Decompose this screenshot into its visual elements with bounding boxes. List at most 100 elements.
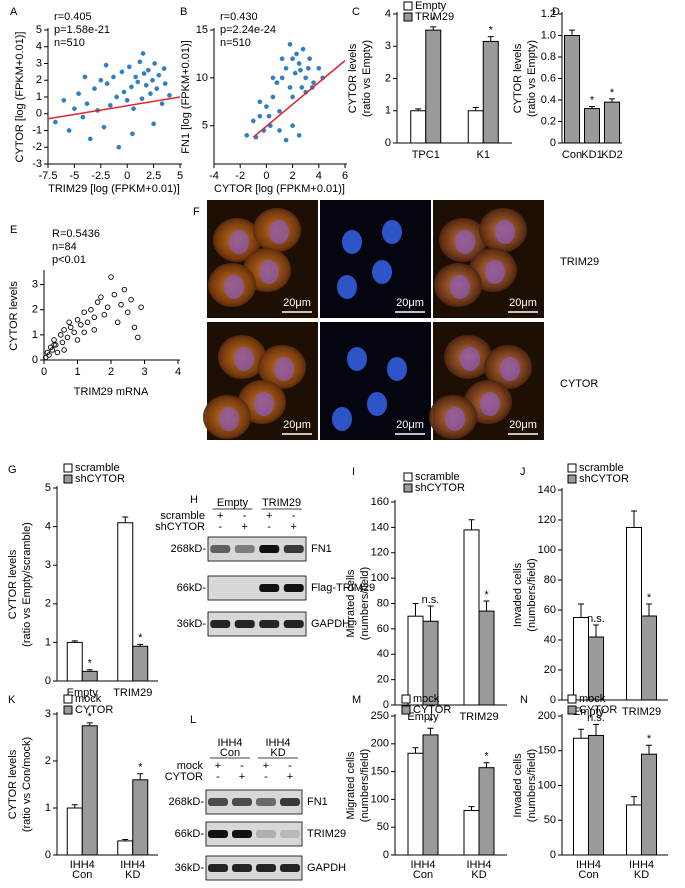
point <box>54 349 61 356</box>
x-tick-label: Empty <box>67 687 99 699</box>
point <box>131 106 136 112</box>
condition-sign: + <box>291 521 297 533</box>
point <box>121 286 128 293</box>
x-tick-label: IHH4 <box>70 859 95 871</box>
condition-label: mock <box>177 760 204 772</box>
legend-label: scramble <box>579 462 624 474</box>
bar <box>478 610 495 706</box>
y-tick-label: 0 <box>45 675 51 687</box>
legend-label: mock <box>579 693 606 705</box>
annotation: R=0.5436 <box>52 228 100 240</box>
significance: * <box>428 716 433 728</box>
bar <box>604 101 620 144</box>
point <box>290 123 295 129</box>
bar <box>463 529 480 706</box>
bar <box>626 527 642 701</box>
y-axis-label: (numbers/field) <box>526 558 538 631</box>
point <box>148 91 153 97</box>
point <box>124 309 131 315</box>
y-axis-label: CYTOR [log (FPKM+0.01)] <box>14 32 26 163</box>
y-tick-label: 100 <box>538 779 556 791</box>
point <box>104 304 111 310</box>
significance: n.s. <box>587 613 605 625</box>
blot-band <box>259 584 280 592</box>
annotation: p=2.24e-24 <box>220 24 276 36</box>
legend-swatch <box>63 463 73 473</box>
legend-swatch <box>401 694 411 704</box>
nucleus <box>455 230 475 254</box>
nucleus <box>332 407 352 431</box>
point <box>300 46 306 52</box>
x-tick-label: TRIM29 <box>459 711 498 723</box>
point <box>98 77 104 83</box>
row-label: CYTOR <box>560 378 598 390</box>
y-tick-label: 40 <box>544 634 556 646</box>
y-tick-label: 4 <box>36 41 42 53</box>
y-tick-label: 0.4 <box>541 94 556 106</box>
significance: * <box>138 632 143 644</box>
point <box>94 299 101 305</box>
point <box>135 79 141 85</box>
x-tick-label: IHH4 <box>576 859 601 871</box>
point <box>270 75 276 81</box>
panel-letter: H <box>190 494 198 506</box>
point <box>61 327 67 333</box>
point <box>71 329 77 336</box>
condition-sign: + <box>239 771 245 783</box>
band-name: GAPDH <box>307 862 346 874</box>
blot-band <box>234 620 255 628</box>
y-tick-label: 15 <box>196 24 208 36</box>
y-tick-label: 2 <box>385 72 391 84</box>
legend-label: CYTOR <box>75 704 113 716</box>
nucleus <box>445 407 465 431</box>
point <box>128 296 134 303</box>
row-label: TRIM29 <box>560 256 599 268</box>
y-axis-label: CYTOR levels <box>347 43 359 113</box>
panel-letter: N <box>520 694 528 706</box>
blot-band <box>232 798 252 806</box>
y-tick-label: 0 <box>550 694 556 706</box>
point <box>81 309 87 315</box>
point <box>296 61 302 66</box>
legend-label: mock <box>413 693 440 705</box>
nucleus <box>480 392 500 416</box>
group-label: IHH4 <box>217 737 242 749</box>
error-bar <box>631 510 637 528</box>
point <box>161 66 167 71</box>
group-label: KD <box>270 747 285 759</box>
error-bar <box>487 36 494 42</box>
x-tick-label: KD2 <box>601 149 622 161</box>
y-tick-label: -3 <box>32 158 42 170</box>
significance: * <box>647 592 652 604</box>
point <box>150 77 155 83</box>
bar <box>588 734 604 856</box>
x-tick-label: 0 <box>41 366 47 378</box>
y-axis-label: Migrated cells <box>345 569 357 637</box>
x-tick-label: 2.5 <box>146 170 161 182</box>
bar <box>66 641 83 682</box>
condition-sign: + <box>263 760 269 772</box>
significance: * <box>484 751 489 763</box>
point <box>290 56 295 62</box>
nucleus <box>342 230 362 254</box>
condition-label: scramble <box>160 510 205 522</box>
band-name: Flag-TRIM29 <box>311 582 375 594</box>
legend-label: CYTOR <box>413 704 451 716</box>
x-tick-label: Con <box>413 869 433 881</box>
x-tick-label: IHH4 <box>410 859 435 871</box>
x-tick-label: IHH4 <box>120 859 145 871</box>
y-axis-label: Invaded cells <box>512 562 524 627</box>
point <box>87 136 93 142</box>
point <box>140 51 146 56</box>
annotation: n=510 <box>54 37 85 49</box>
y-tick-label: 0 <box>36 108 42 120</box>
point <box>118 301 124 308</box>
y-tick-label: 140 <box>371 521 389 533</box>
error-bar <box>137 773 144 780</box>
point <box>51 337 57 343</box>
point <box>66 319 72 326</box>
point <box>46 352 52 358</box>
legend-swatch <box>403 472 413 482</box>
x-axis-label: TRIM29 [log (FPKM+0.01)] <box>48 183 180 195</box>
point <box>124 98 130 103</box>
